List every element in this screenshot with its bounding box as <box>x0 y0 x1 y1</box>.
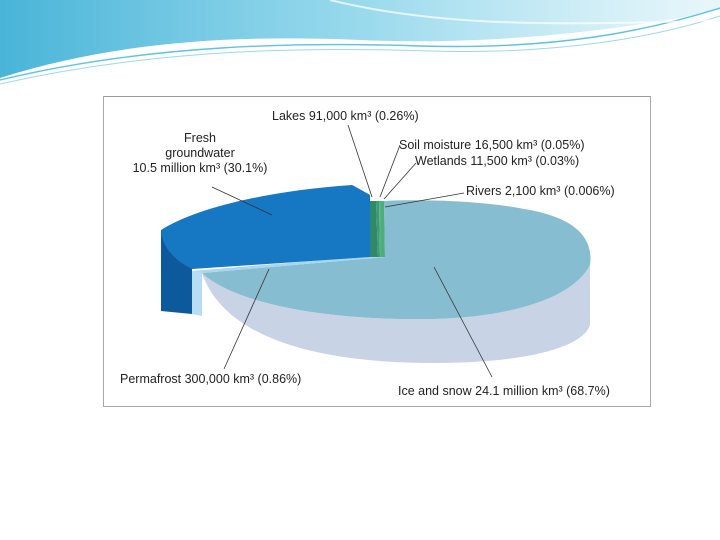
slice-ice-and-snow-side <box>202 265 590 363</box>
slice-soil-moisture <box>376 201 380 257</box>
slice-lakes <box>370 201 378 257</box>
slice-fresh-groundwater-side <box>161 230 192 314</box>
leader-fresh-groundwater <box>211 186 273 216</box>
slice-rivers <box>381 201 385 257</box>
slice-permafrost-side <box>192 271 202 316</box>
leader-permafrost <box>223 268 270 370</box>
label-fresh-groundwater-line2: groundwater <box>165 146 235 160</box>
leader-lakes <box>347 124 373 198</box>
label-fresh-groundwater-line1: Fresh <box>184 131 216 145</box>
swoosh-line-1 <box>0 7 720 81</box>
leader-ice-and-snow <box>433 266 493 378</box>
label-soil-moisture: Soil moisture 16,500 km³ (0.05%) <box>399 138 585 152</box>
label-rivers: Rivers 2,100 km³ (0.006%) <box>466 184 615 198</box>
swoosh-band <box>0 0 720 78</box>
chart-frame: Lakes 91,000 km³ (0.26%) Fresh groundwat… <box>103 96 651 407</box>
label-ice-and-snow: Ice and snow 24.1 million km³ (68.7%) <box>398 384 610 398</box>
leader-wetlands <box>383 162 417 200</box>
slice-ice-and-snow-top <box>202 200 591 320</box>
swoosh-line-3 <box>329 0 720 25</box>
label-fresh-groundwater-line3: 10.5 million km³ (30.1%) <box>133 161 268 175</box>
slice-wetlands <box>379 201 381 257</box>
leader-soil-moisture <box>379 144 401 198</box>
header-swoosh-decoration <box>0 0 720 85</box>
label-permafrost: Permafrost 300,000 km³ (0.86%) <box>120 372 301 386</box>
slice-permafrost-top <box>192 255 385 273</box>
slice-fresh-groundwater-top <box>161 185 370 269</box>
pie-chart: Lakes 91,000 km³ (0.26%) Fresh groundwat… <box>120 109 615 398</box>
leader-rivers <box>384 192 465 208</box>
swoosh-line-2 <box>0 15 720 85</box>
label-lakes: Lakes 91,000 km³ (0.26%) <box>272 109 419 123</box>
label-wetlands: Wetlands 11,500 km³ (0.03%) <box>415 154 579 168</box>
